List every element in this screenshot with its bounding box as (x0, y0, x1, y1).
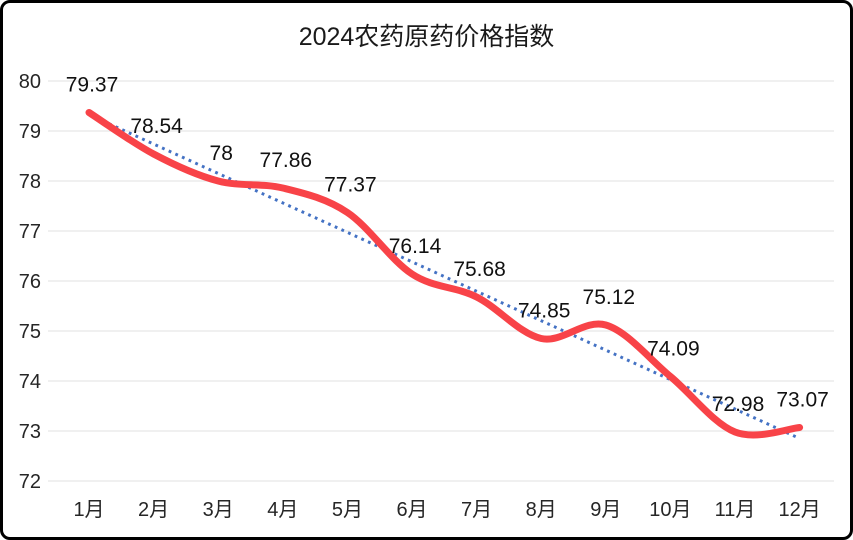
svg-text:72.98: 72.98 (712, 393, 765, 416)
svg-text:78.54: 78.54 (130, 115, 183, 138)
svg-text:6月: 6月 (396, 499, 427, 521)
svg-text:9月: 9月 (590, 499, 621, 521)
svg-text:10月: 10月 (649, 499, 691, 521)
svg-text:7月: 7月 (461, 499, 492, 521)
svg-text:8月: 8月 (526, 499, 557, 521)
svg-text:76.14: 76.14 (389, 235, 442, 258)
svg-text:72: 72 (19, 471, 41, 493)
x-axis-labels: 1月 2月 3月 4月 5月 6月 7月 8月 9月 10月 11月 12月 (73, 499, 820, 521)
svg-text:78: 78 (19, 171, 41, 193)
chart-title: 2024农药原药价格指数 (298, 23, 555, 51)
svg-text:2月: 2月 (138, 499, 169, 521)
svg-text:79.37: 79.37 (66, 74, 119, 97)
svg-text:75.68: 75.68 (453, 258, 506, 281)
svg-text:11月: 11月 (715, 499, 756, 521)
price-index-series-line (85, 109, 804, 439)
svg-text:75.12: 75.12 (583, 286, 636, 309)
svg-text:74: 74 (19, 371, 41, 393)
svg-text:78: 78 (210, 142, 233, 165)
y-axis-labels: 80 79 78 77 76 75 74 73 72 (19, 71, 41, 493)
svg-text:73: 73 (19, 421, 41, 443)
svg-text:4月: 4月 (267, 499, 298, 521)
svg-text:5月: 5月 (332, 499, 363, 521)
svg-text:3月: 3月 (203, 499, 234, 521)
svg-text:74.85: 74.85 (518, 300, 571, 323)
svg-text:1月: 1月 (73, 499, 104, 521)
svg-text:77.37: 77.37 (324, 174, 377, 197)
trendline (88, 113, 801, 440)
svg-text:77.86: 77.86 (260, 149, 313, 172)
svg-text:74.09: 74.09 (647, 338, 700, 361)
svg-text:79: 79 (19, 121, 41, 143)
svg-text:80: 80 (19, 71, 41, 93)
gridlines (48, 80, 834, 482)
svg-text:75: 75 (19, 321, 41, 343)
svg-text:73.07: 73.07 (776, 389, 829, 412)
svg-text:77: 77 (19, 221, 41, 243)
svg-text:76: 76 (19, 271, 41, 293)
data-labels: 79.37 78.54 78 77.86 77.37 76.14 75.68 74.85 75.… (66, 74, 829, 417)
svg-text:12月: 12月 (778, 499, 820, 521)
